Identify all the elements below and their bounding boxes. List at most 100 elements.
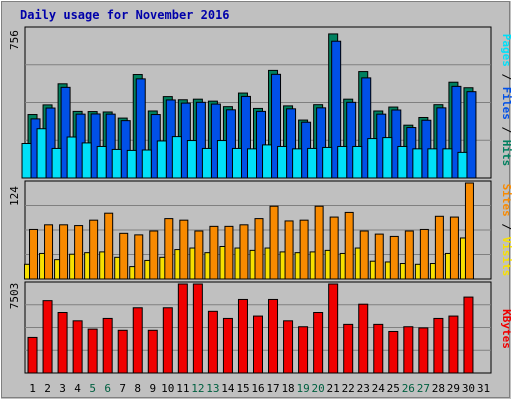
bar-pages-day-26 [397,145,408,179]
legend-separator: / [500,217,512,237]
y-max-label: 7503 [8,283,21,310]
x-tick-label: 23 [357,382,370,395]
bar-sites-day-4 [74,225,84,280]
bar-kbytes-day-18 [283,320,294,374]
x-tick-label: 15 [236,382,249,395]
bar-sites-day-16 [254,218,264,280]
bar-sites-day-12 [194,230,204,280]
bar-sites-day-30 [464,182,474,280]
x-tick-label: 5 [89,382,96,395]
x-tick-label: 17 [266,382,279,395]
series-legend: Pages / Files / Hits [500,34,512,167]
bar-pages-day-27 [412,148,423,179]
bar-sites-day-5 [89,219,99,280]
bar-pages-day-25 [382,137,393,179]
x-tick-label: 13 [206,382,219,395]
bar-files-day-3 [60,86,71,179]
bar-sites-day-3 [59,224,69,280]
x-tick-label: 26 [402,382,415,395]
bar-files-day-21 [331,40,342,179]
bar-pages-day-8 [126,149,137,179]
bar-kbytes-day-25 [388,330,399,374]
series-legend: Sites / Visits [500,184,512,277]
bar-sites-day-2 [44,224,54,280]
bar-files-day-30 [466,91,477,179]
bar-sites-day-18 [284,220,294,280]
bar-sites-day-25 [389,235,399,280]
bar-pages-day-28 [427,148,438,179]
bar-sites-day-29 [449,216,459,280]
bar-kbytes-day-3 [57,312,68,374]
bar-sites-day-6 [104,212,114,280]
bar-kbytes-day-20 [313,312,324,374]
bar-files-day-15 [240,95,251,179]
x-tick-label: 3 [59,382,66,395]
bar-files-day-23 [361,77,372,179]
bar-kbytes-day-6 [102,317,113,374]
x-tick-label: 4 [74,382,81,395]
x-tick-label: 10 [161,382,174,395]
bar-pages-day-21 [322,146,333,179]
bar-kbytes-day-28 [433,317,444,374]
bar-pages-day-30 [457,151,468,179]
bar-pages-day-1 [21,143,32,179]
legend-separator: / [500,120,512,140]
bar-pages-day-23 [352,145,363,179]
bar-sites-day-17 [269,205,279,280]
bar-pages-day-10 [156,140,167,179]
x-tick-label: 24 [372,382,386,395]
legend-visits: Visits [500,237,512,277]
bar-kbytes-day-10 [162,307,173,374]
bar-sites-day-28 [434,215,444,280]
bar-kbytes-day-26 [403,326,414,374]
bar-pages-day-14 [216,140,227,179]
bar-kbytes-day-27 [418,327,429,374]
chart-panels: 756 Pages / Files / Hits 124 Sites / Visits… [8,26,512,374]
legend-hits: Hits [500,140,512,167]
x-axis-ticks: 1 2 3 4 5 6 7 8 9 10 11 12 13 14 15 16 17 18 19 20 21 22 23 24 2… [29,382,490,395]
bar-pages-day-24 [367,138,378,179]
x-tick-label: 2 [44,382,51,395]
bar-pages-day-9 [141,149,152,179]
bar-kbytes-day-23 [358,303,369,374]
bar-kbytes-day-5 [87,328,98,374]
bar-kbytes-day-19 [298,326,309,374]
bar-kbytes-day-9 [147,329,158,374]
x-tick-label: 7 [119,382,126,395]
bar-pages-day-4 [66,136,77,179]
bar-files-day-22 [346,101,357,179]
bar-kbytes-day-2 [42,300,53,374]
bar-pages-day-13 [201,147,212,179]
x-tick-label: 21 [327,382,340,395]
bar-kbytes-day-12 [192,283,203,374]
bar-sites-day-27 [419,228,429,280]
x-tick-label: 12 [191,382,204,395]
x-tick-label: 29 [447,382,460,395]
bar-sites-day-9 [149,230,159,280]
bar-pages-day-12 [186,140,197,179]
bar-kbytes-day-14 [222,317,233,374]
bar-pages-day-20 [307,147,318,179]
legend-pages: Pages [500,34,512,67]
bar-kbytes-day-17 [268,298,279,374]
bar-pages-day-11 [171,136,182,179]
x-tick-label: 25 [387,382,400,395]
bar-sites-day-22 [344,211,354,280]
legend-separator: / [500,67,512,87]
bar-kbytes-day-11 [177,283,188,374]
bar-files-day-18 [286,108,297,179]
x-tick-label: 22 [342,382,355,395]
bar-files-day-29 [451,85,462,179]
x-tick-label: 14 [221,382,235,395]
bar-sites-day-10 [164,218,174,280]
bar-sites-day-21 [329,216,339,280]
bar-kbytes-day-30 [463,296,474,374]
bar-kbytes-day-22 [343,323,354,374]
bar-files-day-28 [436,107,447,179]
legend-files: Files [500,87,512,120]
bar-pages-day-19 [292,148,303,179]
bar-pages-day-2 [36,128,47,179]
bar-kbytes-day-21 [328,283,339,374]
bar-sites-day-8 [134,234,144,280]
